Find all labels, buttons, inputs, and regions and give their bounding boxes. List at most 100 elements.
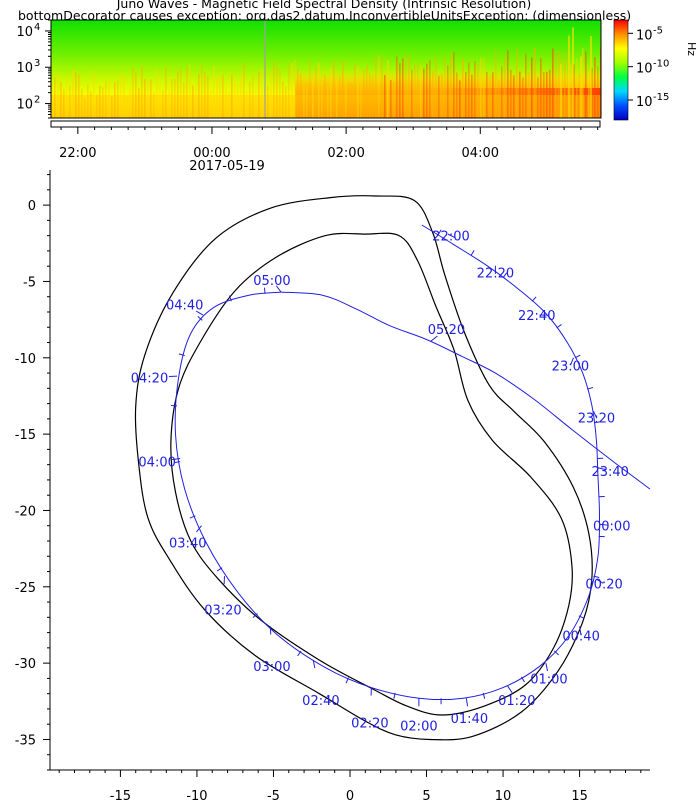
spectrogram-streak — [495, 50, 497, 118]
x-axis-tick-label: -10 — [186, 789, 207, 804]
spectrogram-streak — [225, 85, 227, 118]
spectrogram-streak — [312, 79, 314, 118]
orbit-track-exit — [281, 291, 651, 490]
colorbar-tick-exponent: -10 — [653, 59, 669, 70]
spectrogram-streak — [432, 71, 434, 118]
time-axis-tick-label: 22:00 — [59, 146, 96, 161]
orbit-time-label: 05:20 — [428, 323, 465, 338]
orbit-time-label: 23:20 — [578, 411, 615, 426]
spectrogram-streak — [279, 69, 281, 118]
spectrogram-streak — [438, 75, 440, 118]
orbit-time-tick — [596, 578, 604, 584]
spectrogram-streak — [294, 59, 296, 118]
orbit-time-label: 00:20 — [585, 578, 622, 593]
spectrogram-streak — [249, 81, 251, 118]
spectrogram-streak — [84, 98, 86, 118]
spectrogram-streak — [588, 71, 590, 118]
spectrogram-streak — [228, 91, 230, 118]
orbit-time-label: 04:00 — [138, 456, 175, 471]
spectrogram-streak — [345, 79, 347, 118]
spectrogram-streak — [423, 68, 425, 118]
spectrogram-streak — [528, 72, 530, 118]
spectrogram-streak — [420, 65, 422, 118]
orbit-time-label: 22:20 — [477, 266, 514, 281]
spectrogram-streak — [417, 63, 419, 118]
spectrogram-streak — [201, 65, 203, 118]
spectrogram-streak — [189, 63, 191, 118]
orbit-minor-tick — [470, 250, 475, 256]
spectrogram-streak — [522, 77, 524, 118]
orbit-time-label: 01:00 — [530, 672, 567, 687]
spectrogram-y-tick-label: 10 — [16, 61, 33, 76]
orbit-minor-tick — [174, 461, 181, 464]
spectrogram-y-label: Hz — [685, 42, 698, 56]
spectrogram-streak — [285, 86, 287, 118]
spectrogram-streak — [318, 62, 320, 118]
spectrogram-streak — [447, 65, 449, 118]
x-axis-tick-label: 15 — [571, 789, 588, 804]
spectrogram-streak — [519, 71, 521, 118]
spectrogram-streak — [567, 51, 569, 118]
spectrogram-streak — [174, 79, 176, 118]
orbit-minor-tick — [437, 229, 442, 236]
spectrogram-streak — [75, 72, 77, 118]
spectrogram-streak — [552, 48, 554, 118]
spectrogram-streak — [339, 75, 341, 118]
spectrogram-burst — [572, 27, 574, 118]
orbit-time-tick — [545, 663, 548, 672]
spectrogram-streak — [96, 94, 98, 118]
spectrogram-streak — [450, 52, 452, 118]
orbit-time-label: 03:20 — [204, 604, 241, 619]
spectrogram-streak — [543, 72, 545, 118]
orbit-time-label: 03:40 — [169, 537, 206, 552]
spectrogram-streak — [219, 76, 221, 118]
orbit-minor-tick — [502, 272, 508, 278]
spectrogram-streak — [168, 89, 170, 118]
spectrogram-streak — [288, 65, 290, 118]
orbit-minor-tick — [587, 386, 594, 390]
orbit-plot: -15 -10 -5 0 5 10 15 0 -5 -10 -15 -20 -25 -30 -35 22:0… — [15, 170, 651, 804]
orbit-time-label: 23:40 — [591, 465, 628, 480]
spectrogram-streak — [534, 48, 536, 118]
orbit-time-label: 01:40 — [451, 712, 488, 727]
spectrogram-streak — [576, 58, 578, 118]
spectrogram-streak — [252, 76, 254, 118]
spectrogram-streak — [165, 67, 167, 118]
spectrogram-streak — [78, 74, 80, 118]
spectrogram-streak — [486, 71, 488, 118]
orbit-minor-tick — [345, 677, 349, 684]
orbit-minor-tick — [594, 421, 601, 424]
spectrogram-streak — [63, 89, 65, 118]
spectrogram-streak — [204, 72, 206, 118]
orbit-time-label: 02:00 — [400, 720, 437, 735]
y-axis-tick-label: -30 — [15, 657, 36, 672]
orbit-minor-tick — [556, 324, 562, 329]
spectrogram-streak — [138, 88, 140, 118]
spectrogram-streak — [186, 67, 188, 118]
colorbar-tick-label: 10 — [636, 95, 653, 110]
spectrogram-streak — [570, 64, 572, 118]
orbit-time-tick — [447, 233, 456, 239]
orbit-time-label: 00:40 — [562, 630, 599, 645]
spectrogram-streak — [360, 74, 362, 118]
spectrogram-streak — [333, 60, 335, 118]
spectrogram-streak — [504, 57, 506, 118]
x-axis-tick-label: -5 — [267, 789, 280, 804]
spectrogram-streak — [183, 82, 185, 118]
spectrogram-streak — [117, 80, 119, 118]
spectrogram-streak — [216, 77, 218, 118]
spectrogram-streak — [258, 72, 260, 118]
spectrogram-streak — [513, 75, 515, 118]
orbit-time-label: 00:00 — [593, 520, 630, 535]
orbit-time-label: 22:00 — [432, 230, 469, 245]
spectrogram-streak — [66, 76, 68, 118]
spectrogram-streak — [306, 86, 308, 118]
spectrogram-streak — [156, 69, 158, 118]
spectrogram-streak — [507, 50, 509, 118]
spectrogram-streak — [366, 64, 368, 118]
orbit-minor-tick — [578, 615, 585, 619]
spectrogram-streak — [246, 90, 248, 118]
spectrogram-streak — [90, 91, 92, 118]
